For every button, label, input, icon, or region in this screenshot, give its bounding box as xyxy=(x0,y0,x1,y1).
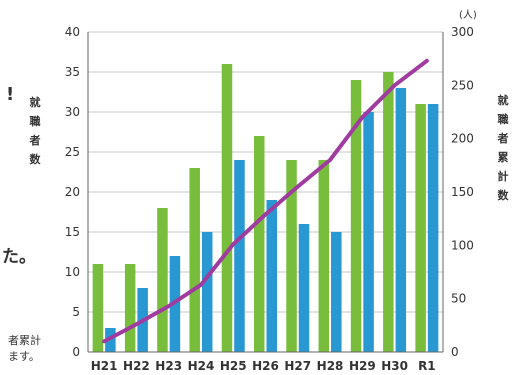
line-point xyxy=(426,60,428,62)
bar-blue xyxy=(201,232,213,352)
bar-green xyxy=(189,168,200,352)
note-fragment-2: ます。 xyxy=(8,350,40,363)
line-point xyxy=(232,243,234,245)
right-axis-label-char: 数 xyxy=(498,188,510,202)
line-point xyxy=(394,84,396,86)
x-tick-label: H25 xyxy=(220,359,247,373)
right-tick-label: 150 xyxy=(451,185,474,199)
bar-green xyxy=(157,208,168,352)
bar-blue xyxy=(363,112,374,352)
bar-green xyxy=(318,160,330,352)
right-tick-label: 0 xyxy=(451,345,459,359)
x-tick-label: H27 xyxy=(284,359,311,373)
left-axis-label-char: 職 xyxy=(30,114,41,128)
line-point xyxy=(168,305,170,307)
note-fragment-1: 者累計 xyxy=(8,333,41,347)
x-tick-label: H24 xyxy=(188,359,215,373)
right-axis-label-char: 者 xyxy=(497,131,509,145)
bar-blue xyxy=(331,232,342,352)
line-point xyxy=(297,186,299,188)
cumulative-line-path xyxy=(102,58,429,344)
axes xyxy=(87,32,444,353)
x-tick-labels: H21 H22 H23 H24 H25 H26 H27 H28 H29 H30 R1 xyxy=(91,359,436,373)
right-axis-label-char: 就 xyxy=(498,93,509,107)
bar-green xyxy=(415,104,426,352)
bar-green xyxy=(92,264,104,352)
line-point xyxy=(103,340,105,342)
right-axis-label-char: 職 xyxy=(498,112,509,126)
line-point xyxy=(361,116,363,118)
bar-blue xyxy=(298,224,310,352)
x-tick-label: H26 xyxy=(252,359,279,373)
right-tick-label: 250 xyxy=(451,78,474,92)
bar-green xyxy=(124,264,136,352)
exclaim-fragment: ! xyxy=(6,84,14,105)
right-axis-label-char: 累 xyxy=(498,151,509,164)
left-tick-label: 25 xyxy=(65,145,80,159)
bar-green xyxy=(221,64,233,352)
left-tick-label: 15 xyxy=(65,225,80,239)
left-tick-label: 0 xyxy=(72,345,80,359)
x-tick-label: R1 xyxy=(418,359,436,373)
right-tick-label: 100 xyxy=(451,238,474,252)
right-tick-labels: 0 50 100 150 200 250 300 xyxy=(451,25,474,359)
left-tick-label: 40 xyxy=(65,25,80,39)
left-tick-label: 20 xyxy=(65,185,80,199)
right-axis-unit: (人) xyxy=(459,9,477,21)
left-tick-label: 30 xyxy=(65,105,80,119)
x-tick-label: H22 xyxy=(123,359,150,373)
line-point xyxy=(329,159,331,161)
bar-green xyxy=(383,72,394,352)
bars xyxy=(92,64,439,352)
right-axis-label-char: 計 xyxy=(498,169,509,183)
x-tick-label: H23 xyxy=(155,359,182,373)
bar-blue xyxy=(234,160,245,352)
right-tick-label: 300 xyxy=(451,25,474,39)
bar-blue xyxy=(395,88,407,352)
x-tick-label: H29 xyxy=(349,359,376,373)
bar-green xyxy=(286,160,297,352)
right-tick-label: 50 xyxy=(451,292,466,306)
left-axis-label-char: 就 xyxy=(30,95,41,109)
left-tick-label: 10 xyxy=(65,265,80,279)
x-tick-label: H21 xyxy=(91,359,118,373)
left-axis-label-char: 者 xyxy=(29,133,41,147)
bar-blue xyxy=(266,200,277,352)
left-tick-label: 35 xyxy=(65,65,80,79)
line-point xyxy=(200,284,202,286)
left-tick-label: 5 xyxy=(72,305,80,319)
bar-blue xyxy=(427,104,439,352)
bar-green xyxy=(350,80,362,352)
x-tick-label: H28 xyxy=(317,359,344,373)
ta-fragment: た。 xyxy=(2,247,36,267)
left-tick-labels: 0 5 10 15 20 25 30 35 40 xyxy=(65,25,80,359)
cumulative-line xyxy=(102,58,429,344)
bar-green xyxy=(254,136,265,352)
line-point xyxy=(265,213,266,215)
left-axis-label-char: 数 xyxy=(30,152,42,166)
line-point xyxy=(135,323,137,325)
right-tick-label: 200 xyxy=(451,132,474,146)
x-tick-label: H30 xyxy=(381,359,408,373)
